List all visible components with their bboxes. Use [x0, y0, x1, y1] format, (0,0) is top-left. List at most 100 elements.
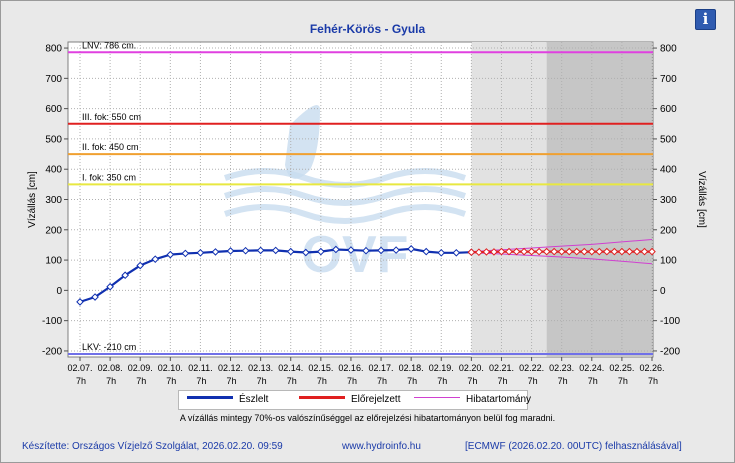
x-tick-hour-17: 7h [588, 376, 598, 386]
legend-error-swatch [414, 397, 460, 398]
footer-author: Készítette: Országos Vízjelző Szolgálat,… [22, 441, 283, 452]
x-tick-hour-4: 7h [196, 376, 206, 386]
observed-point-16 [317, 247, 325, 256]
observed-point-15 [301, 248, 310, 257]
y-tick-label-left-500: 500 [45, 134, 62, 145]
website-link[interactable]: www.hydroinfo.hu [342, 441, 421, 452]
x-tick-hour-13: 7h [467, 376, 477, 386]
forecast-point-11 [550, 247, 558, 256]
x-tick-label-17: 02.24. [579, 363, 604, 373]
x-tick-hour-12: 7h [437, 376, 447, 386]
x-tick-label-1: 02.08. [98, 363, 123, 373]
x-tick-hour-2: 7h [136, 376, 146, 386]
footer-source: [ECMWF (2026.02.20. 00UTC) felhasználásá… [465, 441, 682, 452]
threshold-label-0: LNV: 786 cm. [82, 40, 136, 50]
x-tick-hour-3: 7h [166, 376, 176, 386]
observed-point-22 [407, 245, 415, 253]
threshold-label-4: LKV: -210 cm [82, 342, 136, 352]
y-tick-label-right-800: 800 [660, 44, 677, 55]
legend-forecast-swatch [299, 396, 345, 399]
y-tick-label-left-100: 100 [45, 256, 62, 267]
y-tick-label-right--100: -100 [660, 316, 680, 327]
forecast-point-19 [610, 247, 619, 256]
x-tick-hour-19: 7h [648, 376, 658, 386]
info-icon[interactable]: i [695, 9, 716, 30]
forecast-point-22 [633, 247, 641, 256]
x-tick-hour-14: 7h [497, 376, 507, 386]
threshold-label-2: II. fok: 450 cm [82, 142, 139, 152]
forecast-point-16 [587, 247, 596, 256]
watermark-wave-1 [224, 186, 466, 206]
x-tick-label-13: 02.20. [459, 363, 484, 373]
forecast-point-15 [580, 247, 589, 256]
observed-point-25 [452, 248, 461, 257]
forecast-point-2 [482, 248, 491, 256]
y-tick-label-left-0: 0 [56, 286, 62, 297]
forecast-point-3 [490, 248, 498, 256]
observed-point-24 [437, 248, 446, 257]
x-tick-hour-9: 7h [347, 376, 357, 386]
forecast-point-6 [512, 247, 521, 256]
legend-forecast: Előrejelzett [351, 394, 401, 405]
forecast-point-13 [565, 247, 574, 256]
legend: Észlelt Előrejelzett Hibatartomány [178, 390, 532, 410]
legend-error: Hibatartomány [466, 394, 532, 405]
y-tick-label-right-400: 400 [660, 165, 677, 176]
observed-point-2 [106, 282, 114, 291]
x-tick-label-2: 02.09. [128, 363, 153, 373]
observed-point-10 [226, 247, 235, 255]
x-tick-label-4: 02.11. [188, 363, 212, 373]
x-tick-hour-6: 7h [257, 376, 267, 386]
forecast-point-9 [535, 247, 543, 256]
x-tick-label-19: 02.26. [639, 363, 664, 373]
observed-point-17 [332, 245, 340, 254]
x-tick-label-14: 02.21. [489, 363, 514, 373]
y-tick-label-left-600: 600 [45, 104, 62, 115]
x-tick-label-7: 02.14. [278, 363, 303, 373]
forecast-point-1 [475, 248, 483, 257]
y-tick-label-right-600: 600 [660, 104, 677, 115]
y-tick-label-right-300: 300 [660, 195, 677, 206]
x-tick-hour-10: 7h [377, 376, 387, 386]
probability-note: A vízállás mintegy 70%-os valószínűségge… [179, 413, 556, 423]
observed-point-7 [181, 249, 190, 258]
y-tick-label-left-400: 400 [45, 165, 62, 176]
forecast-point-5 [505, 247, 513, 256]
y-tick-label-left--100: -100 [42, 316, 62, 327]
y-axis-label-right: Vízállás [cm] [696, 171, 707, 228]
observed-point-8 [196, 248, 205, 257]
y-tick-label-right--200: -200 [660, 346, 680, 357]
forecast-point-10 [542, 247, 551, 256]
y-tick-label-left-800: 800 [45, 44, 62, 55]
x-tick-label-18: 02.25. [609, 363, 634, 373]
threshold-label-1: III. fok: 550 cm [82, 112, 141, 122]
observed-point-0 [76, 298, 84, 306]
observed-point-5 [151, 255, 160, 263]
observed-point-3 [121, 271, 129, 280]
x-tick-label-12: 02.19. [429, 363, 454, 373]
forecast-point-21 [625, 247, 634, 256]
observed-point-1 [91, 293, 99, 301]
y-tick-label-left-300: 300 [45, 195, 62, 206]
x-tick-label-5: 02.12. [218, 363, 243, 373]
observed-point-4 [136, 261, 145, 270]
legend-observed-swatch [187, 396, 233, 399]
observed-point-11 [241, 246, 250, 255]
legend-observed: Észlelt [239, 394, 269, 405]
y-tick-label-right-100: 100 [660, 256, 677, 267]
y-tick-label-left-200: 200 [45, 225, 62, 236]
forecast-point-17 [595, 247, 604, 256]
forecast-point-8 [527, 247, 536, 256]
x-tick-hour-18: 7h [618, 376, 628, 386]
watermark-logo: OVF [302, 226, 409, 284]
observed-point-12 [256, 246, 265, 255]
x-tick-label-10: 02.17. [369, 363, 394, 373]
observed-point-19 [362, 246, 370, 255]
x-tick-label-15: 02.22. [519, 363, 544, 373]
x-tick-hour-1: 7h [106, 376, 116, 386]
observed-point-9 [211, 248, 220, 256]
y-tick-label-left-700: 700 [45, 74, 62, 85]
forecast-point-18 [603, 247, 611, 256]
y-tick-label-left--200: -200 [42, 346, 62, 357]
x-tick-hour-5: 7h [227, 376, 237, 386]
